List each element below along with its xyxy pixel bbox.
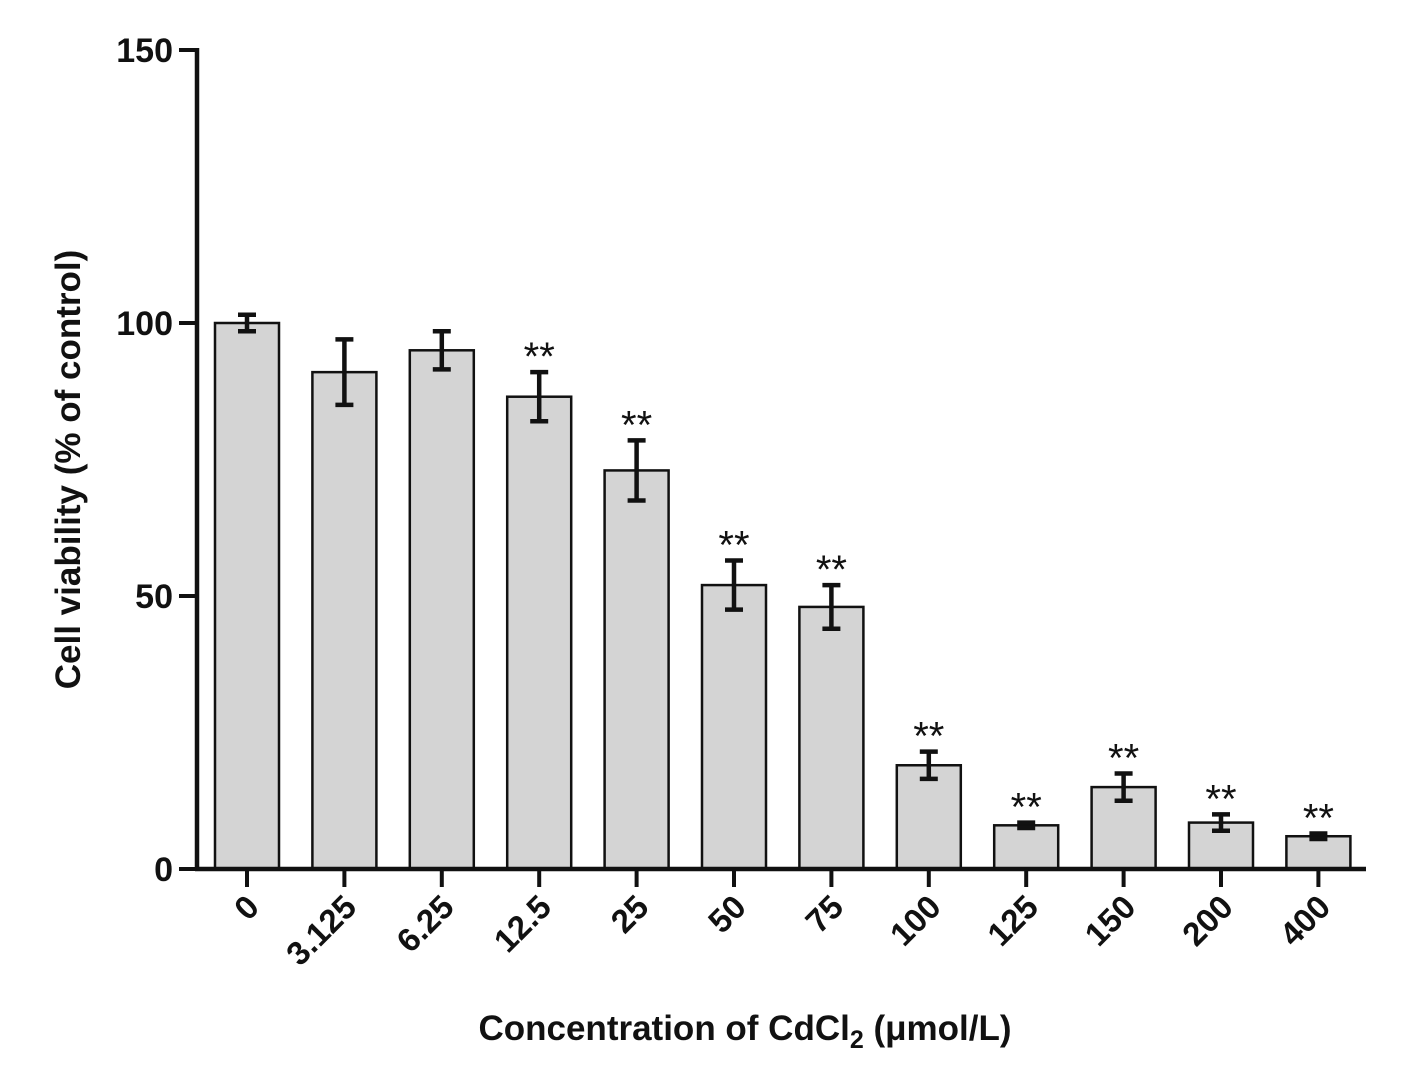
x-ticks-layer: 0 3.125 6.25 12.5 25 50 75 100 125 150 200 400: [227, 869, 1337, 973]
x-tick-label-25: 25: [603, 888, 655, 940]
significance-marker-50: **: [718, 524, 749, 568]
significance-marker-125: **: [1011, 786, 1042, 830]
x-axis-title-subscript: 2: [850, 1026, 864, 1054]
x-tick-label-0: 0: [227, 888, 266, 927]
significance-marker-75: **: [816, 548, 847, 592]
bar-400: [1285, 834, 1352, 871]
x-axis-title-prefix: Concentration of CdCl: [478, 1009, 849, 1048]
y-ticks-layer: 0 50 100 150: [116, 32, 197, 889]
x-tick-label-100: 100: [883, 888, 948, 953]
x-tick-label-200: 200: [1175, 888, 1240, 953]
significance-marker-12.5: **: [524, 335, 555, 379]
x-tick-label-6.25: 6.25: [389, 888, 461, 960]
significance-marker-150: **: [1108, 736, 1139, 780]
x-axis-title: Concentration of CdCl2 (μmol/L): [478, 1009, 1011, 1054]
x-tick-label-3.125: 3.125: [279, 888, 364, 973]
bar-3.125: [311, 370, 378, 871]
bar-125: [992, 824, 1060, 871]
significance-marker-25: **: [621, 403, 652, 447]
x-tick-label-50: 50: [701, 888, 753, 940]
x-tick-label-150: 150: [1077, 888, 1142, 953]
bar-100: [895, 764, 963, 871]
y-tick-label-0: 0: [154, 851, 173, 889]
bar-75: [798, 605, 865, 871]
x-tick-label-75: 75: [798, 888, 850, 940]
bars-layer: [213, 321, 1352, 871]
bar-25: [603, 469, 670, 871]
bar-12.5: [505, 395, 573, 871]
error-bars-layer: [238, 312, 1328, 842]
y-axis-title: Cell viability (% of control): [49, 250, 88, 689]
x-tick-label-12.5: 12.5: [487, 888, 559, 960]
bar-0: [213, 321, 281, 871]
x-tick-label-400: 400: [1272, 888, 1337, 953]
y-tick-label-150: 150: [116, 32, 173, 70]
significance-marker-400: **: [1303, 797, 1334, 841]
significance-marker-200: **: [1205, 777, 1236, 821]
y-tick-label-100: 100: [116, 305, 173, 343]
y-tick-label-50: 50: [135, 578, 173, 616]
bar-6.25: [408, 349, 476, 871]
x-tick-label-125: 125: [980, 888, 1045, 953]
significance-layer: ** ** ** ** ** ** ** ** **: [524, 335, 1334, 840]
x-axis-title-suffix: (μmol/L): [864, 1009, 1012, 1048]
significance-marker-100: **: [913, 715, 944, 759]
bar-50: [700, 583, 768, 871]
